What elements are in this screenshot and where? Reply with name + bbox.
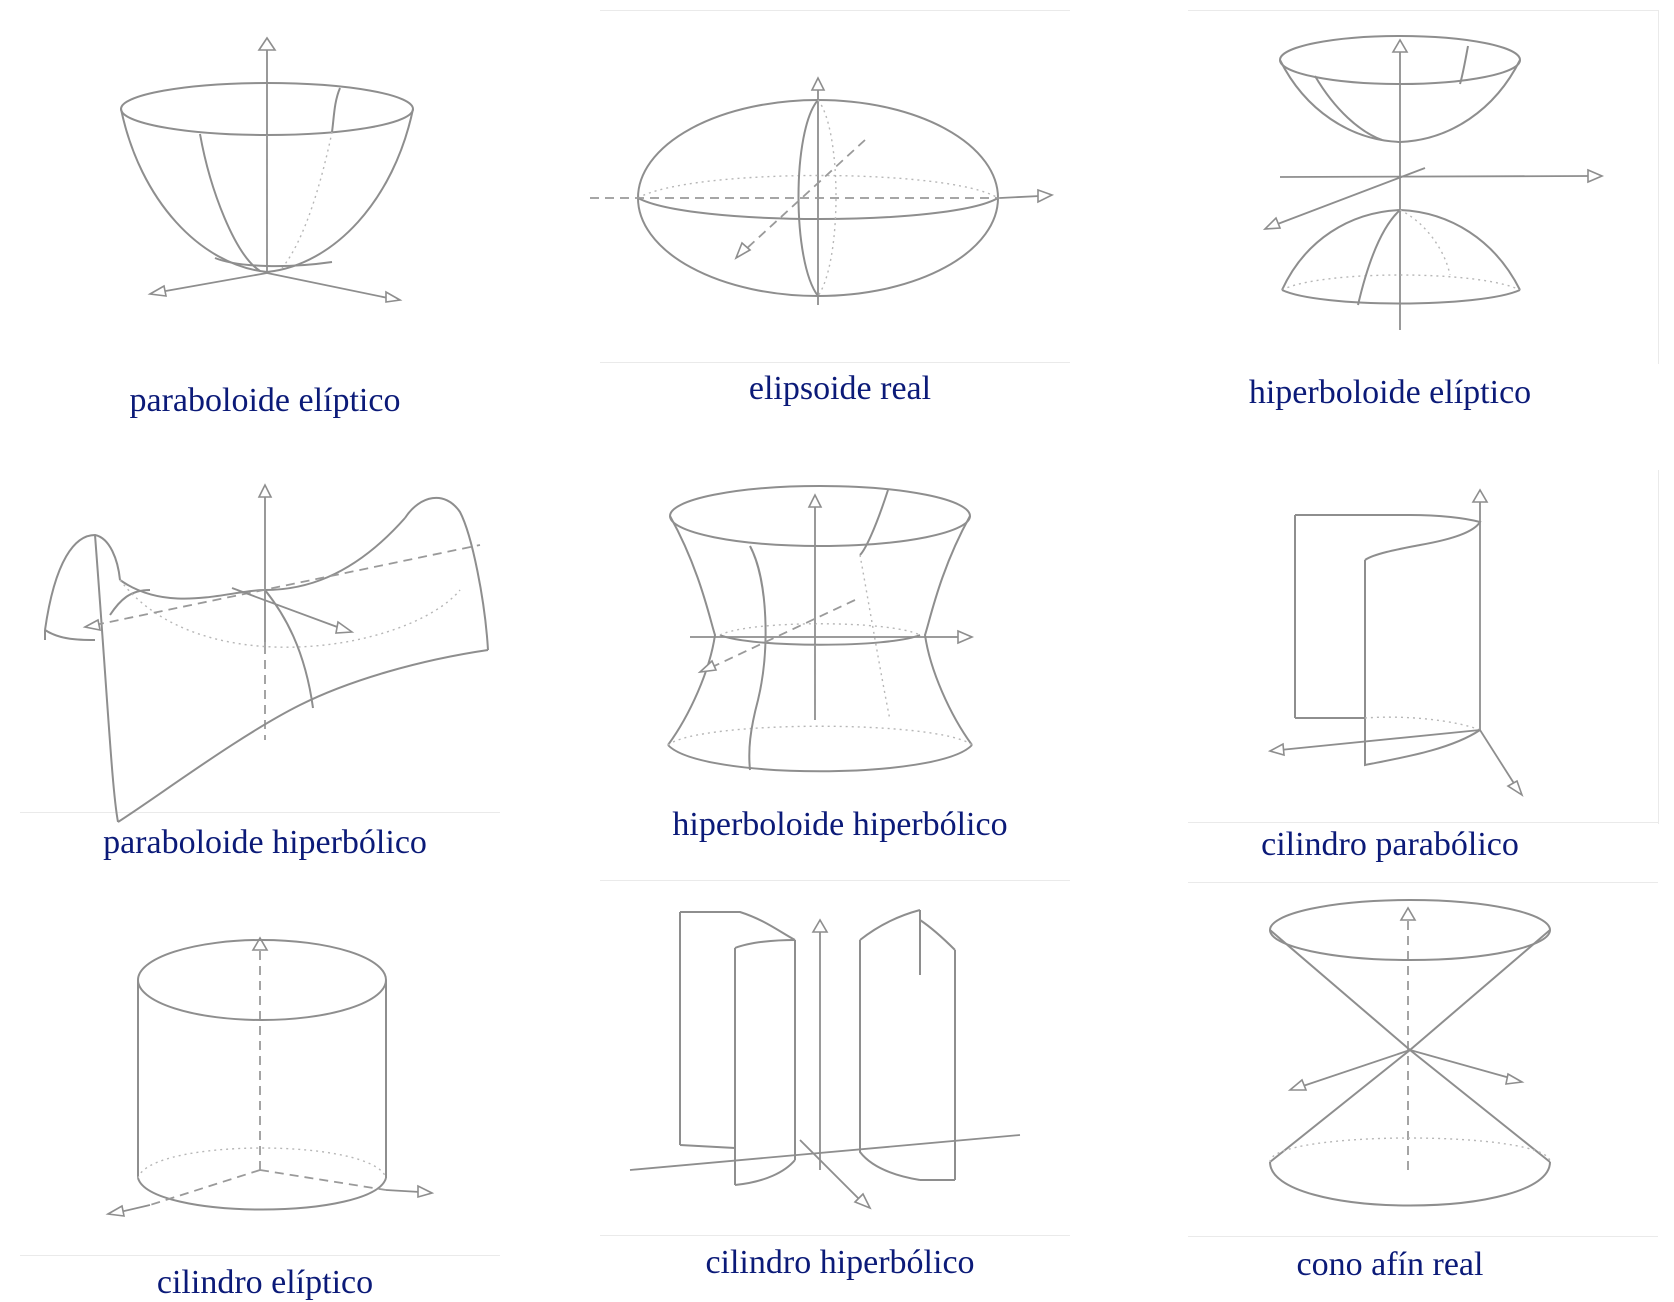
panel-frame (600, 362, 1070, 363)
panel-frame (600, 880, 1070, 881)
elipsoide-real-drawing (590, 76, 1055, 305)
panel-frame (1188, 882, 1658, 883)
caption-hiperboloide-hiperbolico: hiperboloide hiperbólico (672, 806, 1008, 843)
panel-frame (1188, 1236, 1658, 1237)
caption-paraboloide-eliptico: paraboloide elíptico (129, 382, 401, 419)
cono-afin-real-drawing (1269, 899, 1551, 1207)
surface-cilindro-parabolico: cilindro parabólico (1120, 450, 1660, 890)
cilindro-hiperbolico-drawing (629, 909, 1021, 1210)
surface-cilindro-eliptico: cilindro elíptico (0, 890, 530, 1301)
panel-frame (600, 1235, 1070, 1236)
surface-cilindro-hiperbolico: cilindro hiperbólico (570, 890, 1110, 1290)
surface-paraboloide-hiperbolico: paraboloide hiperbólico (0, 450, 530, 880)
surface-paraboloide-eliptico: paraboloide elíptico (0, 0, 530, 440)
surface-hiperboloide-eliptico: hiperboloide elíptico (1120, 0, 1660, 440)
paraboloide-eliptico-drawing (120, 36, 414, 303)
cilindro-parabolico-drawing (1267, 488, 1524, 797)
panel-frame (1188, 822, 1658, 823)
hiperboloide-hiperbolico-drawing (667, 485, 975, 773)
surface-cono-afin-real: cono afín real (1120, 890, 1660, 1290)
panel-frame (1658, 470, 1659, 824)
caption-cilindro-hiperbolico: cilindro hiperbólico (705, 1244, 975, 1281)
surface-elipsoide-real: elipsoide real (570, 0, 1110, 440)
paraboloide-hiperbolico-drawing (44, 483, 489, 823)
panel-frame (1188, 10, 1658, 11)
panel-frame (20, 812, 500, 813)
surface-hiperboloide-hiperbolico: hiperboloide hiperbólico (570, 450, 1110, 890)
panel-frame (600, 10, 1070, 11)
panel-frame (1658, 10, 1659, 364)
caption-cilindro-eliptico: cilindro elíptico (156, 1264, 374, 1301)
caption-cono-afin-real: cono afín real (1296, 1246, 1484, 1283)
panel-frame (20, 1255, 500, 1256)
caption-cilindro-parabolico: cilindro parabólico (1261, 826, 1519, 863)
caption-elipsoide-real: elipsoide real (748, 370, 932, 407)
cilindro-eliptico-drawing (105, 936, 435, 1217)
hiperboloide-eliptico-drawing (1262, 35, 1605, 330)
caption-paraboloide-hiperbolico: paraboloide hiperbólico (103, 824, 427, 861)
caption-hiperboloide-eliptico: hiperboloide elíptico (1248, 374, 1532, 411)
